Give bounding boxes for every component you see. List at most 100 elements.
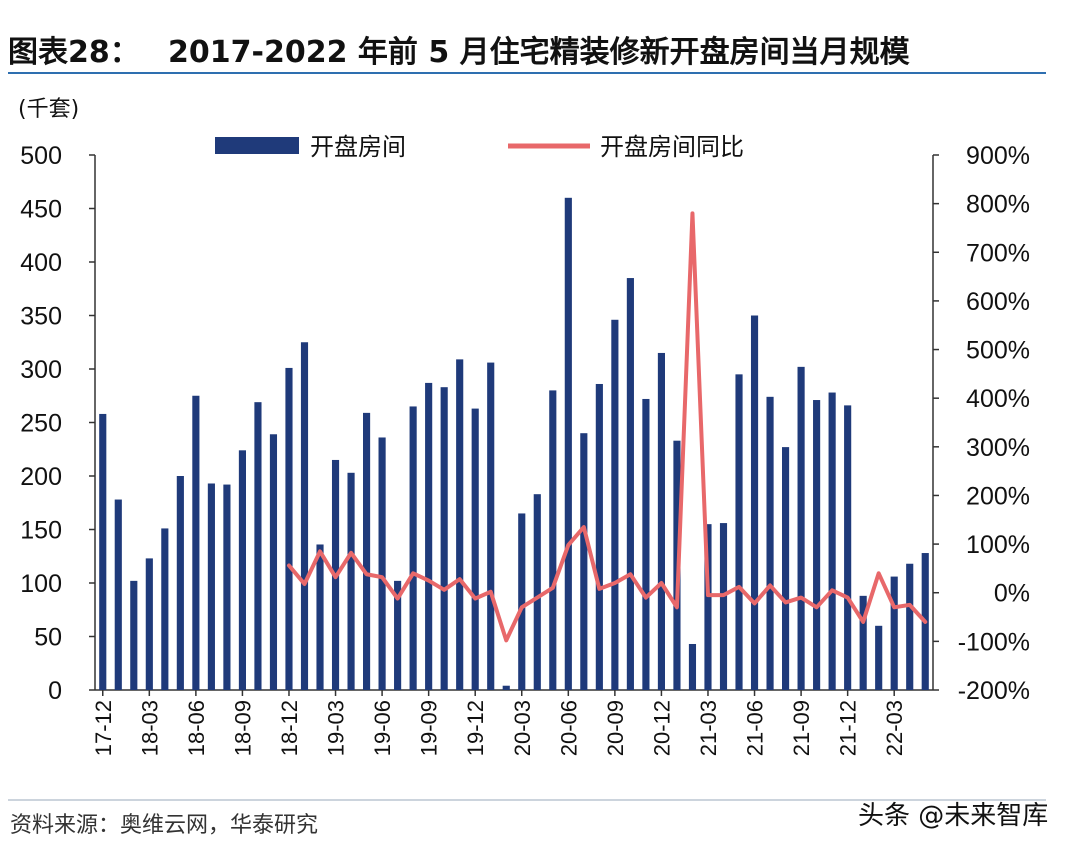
- bar: [300, 342, 309, 690]
- left-tick-label: 100: [20, 570, 62, 598]
- x-tick-label: 20-03: [510, 700, 535, 756]
- left-tick-label: 0: [48, 677, 62, 705]
- x-tick-label: 19-09: [417, 700, 442, 756]
- right-tick-label: 300%: [966, 434, 1030, 462]
- bar: [161, 528, 169, 690]
- legend-label-line: 开盘房间同比: [600, 133, 744, 161]
- bar: [704, 524, 712, 690]
- left-tick-label: 400: [20, 249, 62, 277]
- bar: [890, 576, 898, 690]
- bar: [688, 643, 697, 690]
- bar: [425, 382, 433, 690]
- watermark: 头条 @未来智库: [858, 801, 1048, 831]
- unit-label: (千套): [18, 97, 79, 122]
- right-tick-label: 600%: [966, 288, 1030, 316]
- right-tick-label: -200%: [958, 677, 1030, 705]
- x-tick-label: 21-03: [696, 700, 721, 756]
- left-tick-label: 450: [20, 196, 62, 224]
- bar: [580, 433, 588, 690]
- right-tick-label: 800%: [966, 191, 1030, 219]
- bar: [549, 390, 557, 690]
- bar: [192, 395, 200, 690]
- bar: [456, 359, 464, 690]
- right-tick-label: 100%: [966, 531, 1030, 559]
- bar: [813, 400, 821, 690]
- bar: [626, 278, 634, 690]
- bar: [844, 405, 852, 690]
- bar: [595, 383, 603, 690]
- bar: [363, 412, 371, 690]
- x-tick-label: 21-12: [836, 700, 861, 756]
- x-tick-label: 18-06: [184, 700, 209, 756]
- x-tick-label: 17-12: [91, 700, 116, 756]
- bar: [394, 580, 402, 690]
- left-tick-label: 200: [20, 463, 62, 491]
- x-tick-label: 20-06: [556, 700, 581, 756]
- bar: [99, 413, 107, 690]
- right-tick-label: 700%: [966, 239, 1030, 267]
- x-tick-labels: 17-12 18-03 18-06 18-09 18-12 19-03 19-06 19-09…: [91, 690, 907, 756]
- bar: [440, 387, 448, 690]
- bar: [797, 366, 805, 690]
- bar: [285, 367, 293, 690]
- left-tick-label: 50: [34, 624, 62, 652]
- bar: [719, 523, 728, 690]
- source-note: 资料来源：奥维云网，华泰研究: [10, 813, 318, 838]
- left-tick-label: 150: [20, 517, 62, 545]
- left-tick-label: 300: [20, 356, 62, 384]
- bars-group: [99, 197, 929, 691]
- bar: [657, 352, 665, 690]
- bar: [859, 595, 867, 690]
- bar: [145, 558, 153, 690]
- right-tick-labels: -200% -100% 0% 100% 200% 300% 400% 500% 600% 700%…: [933, 142, 1030, 705]
- x-tick-label: 19-03: [324, 700, 349, 756]
- line-group: [286, 211, 928, 643]
- bar: [782, 447, 790, 690]
- right-tick-label: -100%: [958, 628, 1030, 656]
- bar: [316, 544, 324, 690]
- x-tick-label: 21-09: [789, 700, 814, 756]
- bar: [906, 563, 914, 690]
- x-tick-label: 21-06: [743, 700, 768, 756]
- bar: [611, 319, 619, 690]
- bar: [130, 580, 138, 690]
- x-tick-label: 18-12: [277, 700, 302, 756]
- right-tick-label: 0%: [994, 580, 1030, 608]
- chart-title: 2017-2022 年前 5 月住宅精装修新开盘房间当月规模: [168, 35, 910, 70]
- bar: [533, 494, 541, 690]
- bar: [875, 625, 883, 690]
- legend-swatch-bars: [215, 137, 299, 154]
- x-tick-label: 22-03: [882, 700, 907, 756]
- right-tick-label: 400%: [966, 385, 1030, 413]
- bar: [223, 484, 231, 690]
- bar: [254, 402, 262, 690]
- bar: [238, 450, 246, 690]
- bar: [207, 483, 215, 690]
- x-tick-label: 20-12: [649, 700, 674, 756]
- bar: [347, 472, 355, 690]
- bar: [176, 476, 184, 690]
- bar: [828, 392, 836, 690]
- right-tick-label: 200%: [966, 482, 1030, 510]
- left-tick-label: 500: [20, 142, 62, 170]
- yoy-line: [286, 211, 928, 643]
- bar: [409, 406, 417, 690]
- left-tick-label: 250: [20, 410, 62, 438]
- bar: [564, 197, 572, 691]
- bar: [735, 374, 743, 690]
- left-tick-label: 350: [20, 303, 62, 331]
- right-tick-label: 500%: [966, 337, 1030, 365]
- figure-label: 图表28：: [8, 35, 140, 70]
- bar: [487, 362, 495, 690]
- bar: [642, 398, 650, 690]
- bar: [114, 499, 122, 690]
- bar: [471, 408, 479, 690]
- legend-label-bars: 开盘房间: [310, 133, 406, 161]
- bar: [750, 315, 759, 690]
- x-tick-label: 19-06: [370, 700, 395, 756]
- left-tick-labels: 0 50 100 150 200 250 300 350 400 450 500: [20, 142, 95, 705]
- bar: [502, 685, 510, 690]
- bar: [518, 513, 526, 690]
- right-tick-label: 900%: [966, 142, 1030, 170]
